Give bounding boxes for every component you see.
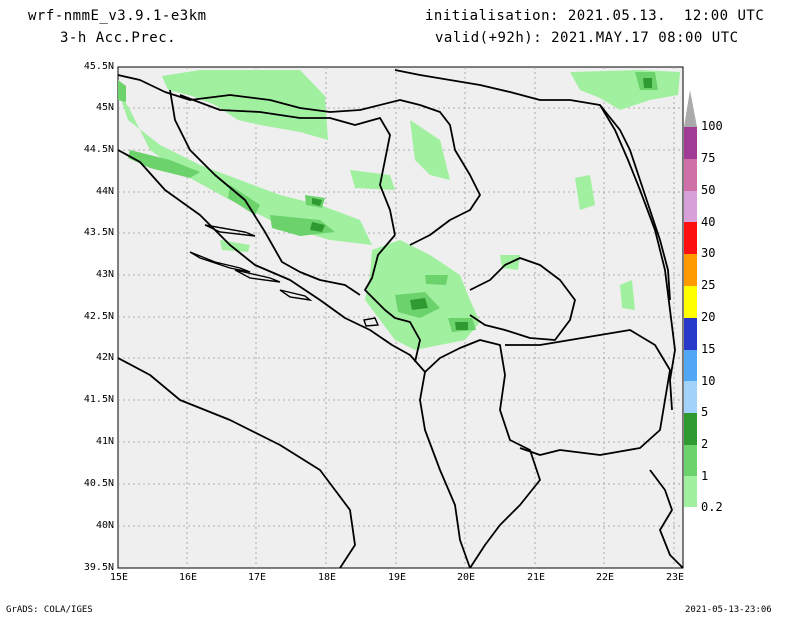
lon-label: 21E xyxy=(527,572,546,583)
precip-layer xyxy=(118,70,680,350)
colorbar xyxy=(684,90,697,530)
colorbar-segment-50 xyxy=(684,159,697,191)
precip-area xyxy=(118,80,126,102)
island xyxy=(189,251,251,273)
lon-label: 22E xyxy=(596,572,615,583)
colorbar-label: 30 xyxy=(701,246,716,260)
colorbar-label: 75 xyxy=(701,151,716,165)
colorbar-segment-25 xyxy=(684,254,697,286)
island xyxy=(204,224,256,237)
albania-border xyxy=(424,339,541,569)
precip-area xyxy=(425,275,448,285)
precip-area xyxy=(128,150,200,178)
lon-label: 19E xyxy=(388,572,407,583)
lat-label: 43N xyxy=(95,269,114,280)
lat-label: 42N xyxy=(95,352,114,363)
field-name: 3-h Acc.Prec. xyxy=(60,30,177,46)
colorbar-segment-75 xyxy=(684,127,697,159)
model-name: wrf-nmmE_v3.9.1-e3km xyxy=(28,8,207,24)
lat-label: 41N xyxy=(95,436,114,447)
precip-area xyxy=(350,170,395,190)
precip-area xyxy=(118,90,372,245)
colorbar-segment-40 xyxy=(684,191,697,222)
precip-area xyxy=(643,78,652,88)
borders xyxy=(117,69,684,569)
lat-label: 40.5N xyxy=(83,478,114,489)
lat-label: 42.5N xyxy=(83,311,114,322)
lon-label: 16E xyxy=(179,572,198,583)
albania-coast xyxy=(419,371,471,569)
lat-label: 45N xyxy=(95,102,114,113)
colorbar-label: 50 xyxy=(701,183,716,197)
timestamp-text: 2021-05-13-23:06 xyxy=(685,605,772,615)
precip-area xyxy=(455,322,468,330)
lon-label: 18E xyxy=(318,572,337,583)
precip-area xyxy=(410,120,450,180)
lon-label: 17E xyxy=(248,572,267,583)
bosnia-north-border xyxy=(179,94,396,236)
lat-label: 40N xyxy=(95,520,114,531)
slovenia-croatia-border xyxy=(117,74,421,113)
colorbar-label: 2 xyxy=(701,437,709,451)
lat-label: 41.5N xyxy=(83,394,114,405)
colorbar-segment-5 xyxy=(684,381,697,413)
colorbar-bottom-arrow xyxy=(684,507,697,530)
colorbar-label: 5 xyxy=(701,405,709,419)
lon-label: 15E xyxy=(110,572,129,583)
colorbar-segment-30 xyxy=(684,222,697,254)
lat-label: 44.5N xyxy=(83,144,114,155)
valid-time: valid(+92h): 2021.MAY.17 08:00 UTC xyxy=(435,30,739,46)
precip-area xyxy=(575,175,595,210)
precip-area xyxy=(410,298,428,310)
colorbar-segment-10 xyxy=(684,350,697,381)
kosovo-border xyxy=(469,257,576,341)
precip-area xyxy=(312,198,322,206)
lon-label: 20E xyxy=(457,572,476,583)
islands xyxy=(189,224,380,327)
montenegro-border xyxy=(364,234,421,363)
colorbar-label: 20 xyxy=(701,310,716,324)
colorbar-top-arrow xyxy=(684,90,697,127)
colorbar-segment-2 xyxy=(684,413,697,445)
init-time: initialisation: 2021.05.13. 12:00 UTC xyxy=(425,8,765,24)
precip-area xyxy=(310,222,325,232)
bulgaria-border xyxy=(599,104,676,411)
colorbar-label: 25 xyxy=(701,278,716,292)
lat-label: 39.5N xyxy=(83,562,114,573)
lon-label: 23E xyxy=(666,572,685,583)
colorbar-label: 15 xyxy=(701,342,716,356)
bosnia-border xyxy=(169,89,361,296)
precip-area xyxy=(162,70,328,140)
colorbar-segment-15 xyxy=(684,318,697,350)
colorbar-segment-1 xyxy=(684,445,697,476)
island xyxy=(279,289,313,302)
coastline xyxy=(117,149,426,373)
macedonia-border xyxy=(505,329,671,456)
island xyxy=(234,269,281,283)
lat-label: 43.5N xyxy=(83,227,114,238)
island xyxy=(363,317,380,327)
colorbar-label: 40 xyxy=(701,215,716,229)
colorbar-label: 100 xyxy=(701,119,723,133)
credit-text: GrADS: COLA/IGES xyxy=(6,605,93,615)
serbia-border xyxy=(409,104,481,246)
colorbar-segment-0.2 xyxy=(684,476,697,507)
colorbar-label: 0.2 xyxy=(701,500,723,514)
lat-label: 45.5N xyxy=(83,61,114,72)
precip-area xyxy=(620,280,635,310)
italy-coast xyxy=(117,357,356,569)
lat-label: 44N xyxy=(95,186,114,197)
colorbar-segment-20 xyxy=(684,286,697,318)
colorbar-label: 1 xyxy=(701,469,709,483)
greece-coast xyxy=(649,469,684,569)
colorbar-label: 10 xyxy=(701,374,716,388)
